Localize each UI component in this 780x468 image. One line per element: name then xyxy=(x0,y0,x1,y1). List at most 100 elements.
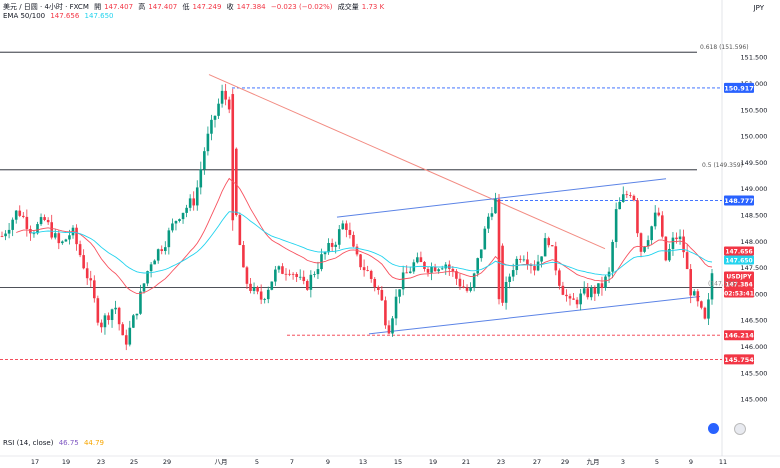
candle-body xyxy=(618,201,621,210)
price-badge xyxy=(724,195,754,206)
candle-body xyxy=(511,270,515,277)
candle-body xyxy=(135,313,139,316)
candle-body xyxy=(629,195,632,196)
candle-body xyxy=(323,252,327,255)
x-tick-label: 5 xyxy=(255,458,259,466)
candle-body xyxy=(590,287,593,298)
x-tick-label: 9 xyxy=(326,458,330,466)
x-tick-label: 25 xyxy=(130,458,138,466)
candle-body xyxy=(348,229,352,235)
candle-body xyxy=(128,327,132,345)
candle-body xyxy=(316,269,320,275)
candle-body xyxy=(50,222,53,238)
candle-body xyxy=(607,271,611,277)
candle-body xyxy=(61,241,64,244)
flag-icon-us[interactable] xyxy=(734,423,746,435)
y-tick-label: 147.500 xyxy=(741,264,768,272)
axis-badge-text: USDJPY xyxy=(726,273,752,280)
y-tick-label: 145.500 xyxy=(741,369,768,377)
candle-body xyxy=(710,273,714,300)
y-tick-label: 146.000 xyxy=(741,343,768,351)
candle-body xyxy=(153,260,156,265)
candle-body xyxy=(479,249,483,259)
candle-body xyxy=(231,94,235,221)
candle-body xyxy=(426,269,430,273)
candle-body xyxy=(632,195,636,201)
ema100-value: 147.650 xyxy=(84,12,114,20)
x-tick-label: 29 xyxy=(561,458,569,466)
candle-body xyxy=(46,219,50,223)
candle-body xyxy=(540,256,543,262)
candle-body xyxy=(43,217,46,220)
candle-body xyxy=(458,278,462,287)
x-tick-label: 15 xyxy=(394,458,402,466)
candle-body xyxy=(164,247,167,252)
fibonacci-label: 0.618 (151.596) xyxy=(700,44,749,51)
candle-body xyxy=(487,216,490,229)
y-tick-label: 149.500 xyxy=(741,159,768,167)
price-badge xyxy=(724,330,754,341)
candle-body xyxy=(7,229,11,234)
candle-body xyxy=(483,228,487,250)
candle-body xyxy=(668,248,671,261)
candle-body xyxy=(82,255,85,269)
candle-body xyxy=(270,281,274,290)
rsi-legend[interactable]: RSI (14, close) 46.75 44.79 xyxy=(3,439,107,447)
candle-body xyxy=(600,283,604,288)
candle-body xyxy=(89,278,93,281)
candle-body xyxy=(142,283,146,292)
candle-body xyxy=(440,268,444,270)
candle-body xyxy=(210,119,213,134)
candle-body xyxy=(593,287,597,294)
candle-body xyxy=(472,273,476,288)
candle-body xyxy=(242,245,245,268)
price-badge-text: 148.777 xyxy=(724,197,754,205)
candle-body xyxy=(266,289,270,300)
candle-body xyxy=(25,216,29,229)
x-tick-label: 5 xyxy=(655,458,659,466)
candle-body xyxy=(85,268,89,279)
candle-body xyxy=(646,240,650,247)
y-tick-label: 148.500 xyxy=(741,212,768,220)
ema-label: EMA 50/100 xyxy=(3,12,46,20)
candle-body xyxy=(284,273,288,275)
candle-body xyxy=(68,235,71,240)
axis-badge-text: 02:53:41 xyxy=(724,290,754,297)
candle-body xyxy=(671,237,675,249)
candle-body xyxy=(274,269,277,282)
candle-body xyxy=(171,223,174,231)
candle-body xyxy=(217,103,220,116)
ema-legend[interactable]: EMA 50/100 147.656 147.650 xyxy=(3,12,116,20)
close-label: 收 xyxy=(226,3,234,11)
candle-body xyxy=(700,301,703,308)
candle-body xyxy=(366,270,369,271)
axis-badge xyxy=(724,271,754,281)
candle-body xyxy=(650,226,653,241)
candle-body xyxy=(547,238,550,246)
y-tick-label: 150.000 xyxy=(741,133,768,141)
candle-body xyxy=(245,267,249,284)
candle-body xyxy=(568,296,572,299)
candle-body xyxy=(490,213,494,217)
candle-body xyxy=(11,219,14,230)
candle-body xyxy=(192,198,195,206)
x-tick-label: 9 xyxy=(689,458,693,466)
candle-body xyxy=(352,234,355,247)
x-tick-label: 3 xyxy=(621,458,625,466)
open-label: 開 xyxy=(94,3,102,11)
price-badge-text: 146.214 xyxy=(724,332,754,340)
candle-body xyxy=(565,294,568,297)
candle-body xyxy=(504,282,508,303)
candle-body xyxy=(401,272,405,290)
candle-body xyxy=(167,230,171,248)
candle-body xyxy=(664,236,668,261)
candle-body xyxy=(526,259,529,265)
candle-body xyxy=(206,133,210,152)
horizontal-line-label: (147.121) xyxy=(708,281,738,288)
flag-icon[interactable] xyxy=(708,423,719,434)
y-tick-label: 145.000 xyxy=(741,396,768,404)
y-tick-label: 146.500 xyxy=(741,317,768,325)
price-badge xyxy=(724,82,754,93)
close-value: 147.384 xyxy=(236,3,266,11)
